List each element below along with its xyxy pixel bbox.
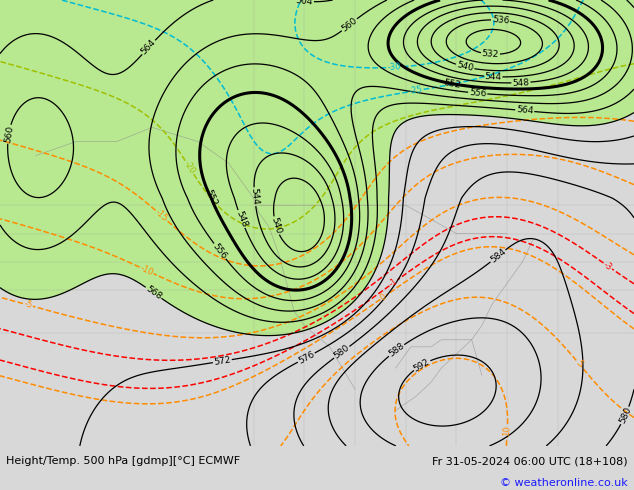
Text: 5: 5 xyxy=(573,358,584,368)
Text: -5: -5 xyxy=(23,299,33,310)
Text: 544: 544 xyxy=(484,72,501,81)
Text: -30: -30 xyxy=(387,63,401,72)
Text: © weatheronline.co.uk: © weatheronline.co.uk xyxy=(500,478,628,489)
Text: 568: 568 xyxy=(144,284,163,301)
Text: -10: -10 xyxy=(139,264,155,277)
Text: 556: 556 xyxy=(211,242,229,261)
Text: 592: 592 xyxy=(412,357,432,373)
Text: 532: 532 xyxy=(482,49,500,59)
Text: -3: -3 xyxy=(602,260,614,272)
Text: 552: 552 xyxy=(204,188,219,207)
Text: 560: 560 xyxy=(3,125,15,144)
Text: 560: 560 xyxy=(340,16,359,34)
Text: 580: 580 xyxy=(618,406,633,425)
Text: 540: 540 xyxy=(269,216,283,235)
Text: 548: 548 xyxy=(512,78,529,88)
Text: 556: 556 xyxy=(469,88,487,98)
Text: 584: 584 xyxy=(489,247,507,265)
Text: Height/Temp. 500 hPa [gdmp][°C] ECMWF: Height/Temp. 500 hPa [gdmp][°C] ECMWF xyxy=(6,456,240,466)
Text: 544: 544 xyxy=(250,188,260,206)
Text: -20: -20 xyxy=(182,159,197,175)
Text: 588: 588 xyxy=(387,342,406,359)
Text: 536: 536 xyxy=(491,15,510,25)
Text: 10: 10 xyxy=(503,425,512,436)
Text: 540: 540 xyxy=(456,60,474,73)
Text: -25: -25 xyxy=(408,85,423,96)
Text: 548: 548 xyxy=(234,209,249,229)
Text: 552: 552 xyxy=(443,78,462,90)
Text: -15: -15 xyxy=(153,208,169,223)
Text: 0: 0 xyxy=(378,292,388,302)
Text: 572: 572 xyxy=(213,355,231,367)
Text: 564: 564 xyxy=(295,0,313,6)
Text: 564: 564 xyxy=(139,38,158,57)
Text: 580: 580 xyxy=(332,343,351,361)
Text: 576: 576 xyxy=(297,349,316,366)
Text: Fr 31-05-2024 06:00 UTC (18+108): Fr 31-05-2024 06:00 UTC (18+108) xyxy=(432,456,628,466)
Text: 564: 564 xyxy=(516,105,534,116)
Text: -1: -1 xyxy=(387,277,399,289)
